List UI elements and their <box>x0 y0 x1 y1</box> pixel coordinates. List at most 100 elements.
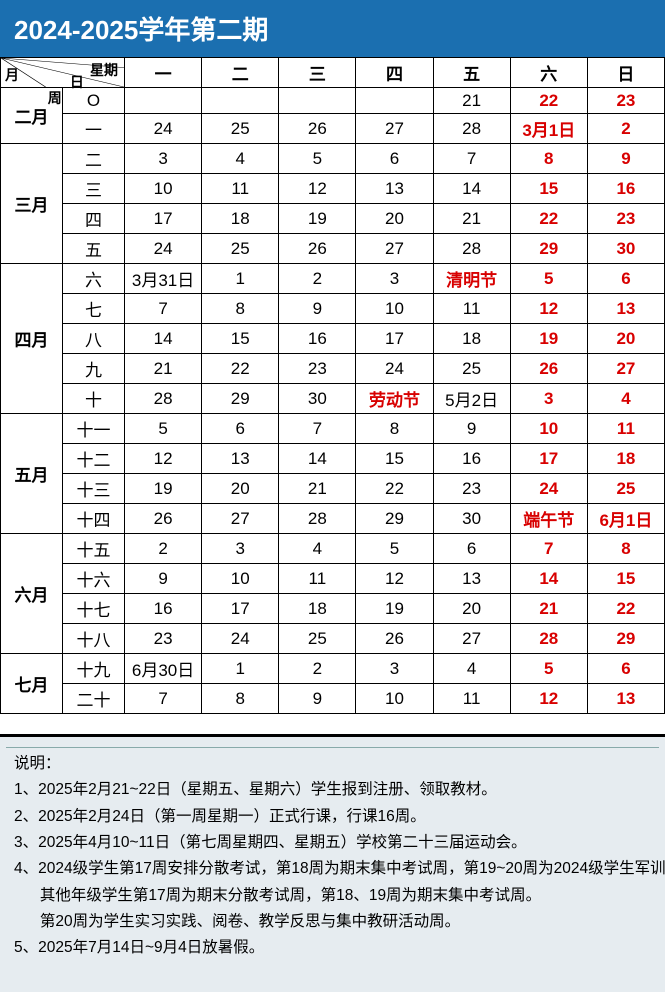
day-cell: 25 <box>433 354 510 384</box>
day-cell: 23 <box>587 88 664 114</box>
day-cell <box>279 88 356 114</box>
table-row: 五月十一567891011 <box>1 414 665 444</box>
day-cell: 18 <box>202 204 279 234</box>
day-cell: 29 <box>202 384 279 414</box>
day-cell: 12 <box>510 684 587 714</box>
day-cell: 4 <box>279 534 356 564</box>
day-cell: 19 <box>510 324 587 354</box>
day-cell: 9 <box>433 414 510 444</box>
day-cell: 10 <box>510 414 587 444</box>
day-cell: 23 <box>125 624 202 654</box>
day-cell: 28 <box>510 624 587 654</box>
week-cell: 十 <box>63 384 125 414</box>
day-cell: 10 <box>356 294 433 324</box>
week-cell: 四 <box>63 204 125 234</box>
table-row: 二十78910111213 <box>1 684 665 714</box>
day-cell: 4 <box>587 384 664 414</box>
day-cell: 9 <box>279 684 356 714</box>
day-cell: 20 <box>587 324 664 354</box>
table-row: 三月二3456789 <box>1 144 665 174</box>
week-cell: 二十 <box>63 684 125 714</box>
day-cell: 27 <box>356 234 433 264</box>
notes-heading: 说明： <box>14 751 655 777</box>
day-cell: 7 <box>125 684 202 714</box>
notes-section: 说明： 1、2025年2月21~22日（星期五、星期六）学生报到注册、领取教材。… <box>0 734 665 992</box>
table-row: 十四2627282930端午节6月1日 <box>1 504 665 534</box>
day-cell: 29 <box>510 234 587 264</box>
day-cell: 26 <box>125 504 202 534</box>
day-cell: 21 <box>510 594 587 624</box>
notes-lines: 1、2025年2月21~22日（星期五、星期六）学生报到注册、领取教材。2、20… <box>14 777 655 961</box>
day-cell: 13 <box>202 444 279 474</box>
day-cell: 3月31日 <box>125 264 202 294</box>
day-header: 三 <box>279 58 356 88</box>
day-cell: 27 <box>356 114 433 144</box>
day-cell: 6月1日 <box>587 504 664 534</box>
day-cell: 12 <box>125 444 202 474</box>
day-cell: 24 <box>510 474 587 504</box>
table-row: 九21222324252627 <box>1 354 665 384</box>
day-header: 四 <box>356 58 433 88</box>
day-cell: 6 <box>202 414 279 444</box>
table-row: 八14151617181920 <box>1 324 665 354</box>
day-cell: 11 <box>587 414 664 444</box>
day-cell: 7 <box>125 294 202 324</box>
day-cell: 5 <box>279 144 356 174</box>
header-label-yue: 月 <box>5 65 19 85</box>
table-row: 一24252627283月1日2 <box>1 114 665 144</box>
day-cell: 3 <box>510 384 587 414</box>
day-cell: 5 <box>125 414 202 444</box>
day-cell: 12 <box>279 174 356 204</box>
day-cell: 9 <box>279 294 356 324</box>
day-cell: 4 <box>433 654 510 684</box>
note-line: 5、2025年7月14日~9月4日放暑假。 <box>14 935 655 961</box>
day-cell: 21 <box>125 354 202 384</box>
week-cell: 三 <box>63 174 125 204</box>
note-line: 第20周为学生实习实践、阅卷、教学反思与集中教研活动周。 <box>14 909 655 935</box>
note-line: 1、2025年2月21~22日（星期五、星期六）学生报到注册、领取教材。 <box>14 777 655 803</box>
day-cell: 2 <box>587 114 664 144</box>
day-cell: 9 <box>125 564 202 594</box>
day-cell: 12 <box>356 564 433 594</box>
day-cell: 13 <box>587 294 664 324</box>
week-cell: 十一 <box>63 414 125 444</box>
day-cell: 7 <box>279 414 356 444</box>
day-cell: 8 <box>202 294 279 324</box>
table-row: 四月六3月31日123清明节56 <box>1 264 665 294</box>
table-row: 十七16171819202122 <box>1 594 665 624</box>
day-cell: 5 <box>510 264 587 294</box>
day-cell: 29 <box>587 624 664 654</box>
day-cell: 18 <box>279 594 356 624</box>
day-cell: 24 <box>125 234 202 264</box>
day-cell: 24 <box>125 114 202 144</box>
day-cell: 24 <box>356 354 433 384</box>
day-cell: 3 <box>125 144 202 174</box>
month-cell: 六月 <box>1 534 63 654</box>
day-cell: 25 <box>587 474 664 504</box>
day-cell: 6 <box>587 654 664 684</box>
day-cell: 1 <box>202 264 279 294</box>
day-cell: 20 <box>356 204 433 234</box>
week-cell: 九 <box>63 354 125 384</box>
day-cell: 28 <box>433 234 510 264</box>
day-cell: 22 <box>202 354 279 384</box>
day-cell: 22 <box>587 594 664 624</box>
day-cell: 11 <box>279 564 356 594</box>
week-cell: 十四 <box>63 504 125 534</box>
day-cell: 22 <box>510 204 587 234</box>
day-cell: 13 <box>587 684 664 714</box>
table-row: 十三19202122232425 <box>1 474 665 504</box>
day-cell: 24 <box>202 624 279 654</box>
day-cell: 21 <box>433 88 510 114</box>
week-cell: 十九 <box>63 654 125 684</box>
day-cell: 23 <box>587 204 664 234</box>
table-row: 三10111213141516 <box>1 174 665 204</box>
day-cell: 8 <box>587 534 664 564</box>
day-cell: 6 <box>433 534 510 564</box>
table-row: 六月十五2345678 <box>1 534 665 564</box>
day-cell: 15 <box>202 324 279 354</box>
note-line: 4、2024级学生第17周安排分散考试，第18周为期末集中考试周，第19~20周… <box>14 856 655 882</box>
day-cell <box>125 88 202 114</box>
day-cell: 15 <box>587 564 664 594</box>
day-cell: 2 <box>279 654 356 684</box>
